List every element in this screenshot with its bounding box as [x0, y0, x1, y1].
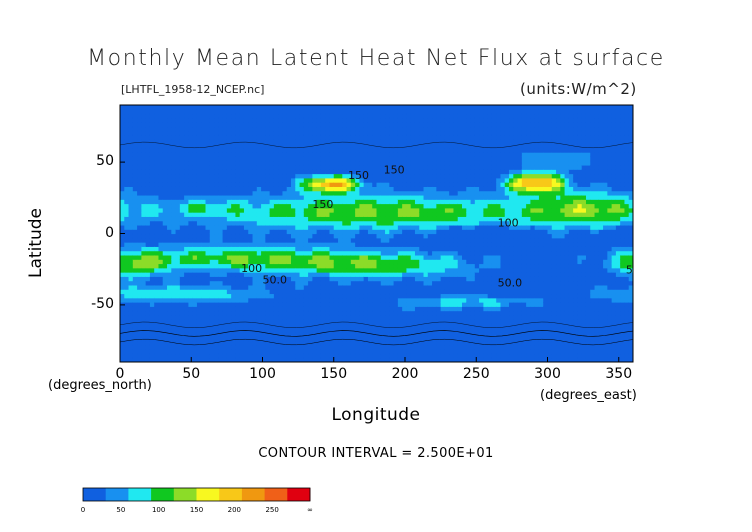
- y-tick-label: 50: [96, 153, 114, 170]
- colorbar-swatch: [241, 488, 265, 501]
- x-axis-label: Longitude: [331, 405, 421, 425]
- colorbar-swatch: [105, 488, 129, 501]
- y-tick-label: -50: [91, 295, 114, 312]
- x-tick-label: 0: [115, 366, 125, 382]
- colorbar-tick-label: 250: [265, 506, 279, 514]
- chart-subtitle: [LHTFL_1958-12_NCEP.nc]: [121, 83, 265, 96]
- x-tick-label: 200: [391, 366, 419, 382]
- colorbar-tick-label: 150: [189, 506, 204, 514]
- colorbar-swatch: [196, 488, 220, 501]
- contour-label: 50.0: [626, 263, 651, 276]
- colorbar-swatch: [287, 488, 311, 501]
- x-tick-label: 50: [182, 366, 201, 382]
- contour-line: [120, 141, 633, 149]
- colorbar-tick-label: 100: [151, 506, 166, 514]
- colorbar-swatch: [151, 488, 175, 501]
- contour-label: 100: [498, 216, 519, 229]
- colorbar-tick-label: 50: [116, 506, 126, 514]
- x-tick-label: 350: [605, 366, 633, 382]
- contour-line: [120, 321, 633, 328]
- chart-title: Monthly Mean Latent Heat Net Flux at sur…: [87, 46, 665, 71]
- colorbar-swatch: [173, 488, 197, 501]
- x-tick-label: 150: [320, 366, 348, 382]
- x-tick-label: 300: [534, 366, 561, 382]
- contour-line: [120, 338, 633, 346]
- contour-label: 150: [384, 164, 405, 177]
- x-axis-units: (degrees_east): [540, 388, 637, 403]
- y-tick-label: 0: [105, 224, 114, 241]
- colorbar-tick-label: 0: [80, 506, 86, 514]
- contour-label: 150: [312, 198, 333, 211]
- contour-interval: CONTOUR INTERVAL = 2.500E+01: [258, 446, 494, 461]
- colorbar-swatch: [83, 488, 107, 501]
- colorbar-tick-label: ∞: [307, 506, 313, 514]
- x-tick-label: 250: [462, 366, 490, 382]
- colorbar-swatch: [219, 488, 243, 501]
- colorbar-swatch: [264, 488, 288, 501]
- x-tick-label: 100: [249, 366, 276, 382]
- contour-label: 50.0: [263, 273, 288, 286]
- colorbar-tick-label: 200: [227, 506, 242, 514]
- y-axis-units: (degrees_north): [48, 378, 152, 393]
- contour-label: 50.0: [498, 276, 523, 289]
- contour-line: [120, 330, 633, 337]
- contour-label: 100: [241, 262, 262, 275]
- contour-label: 150: [348, 169, 369, 182]
- colorbar-swatch: [128, 488, 152, 501]
- units-label: (units:W/m^2): [520, 80, 637, 98]
